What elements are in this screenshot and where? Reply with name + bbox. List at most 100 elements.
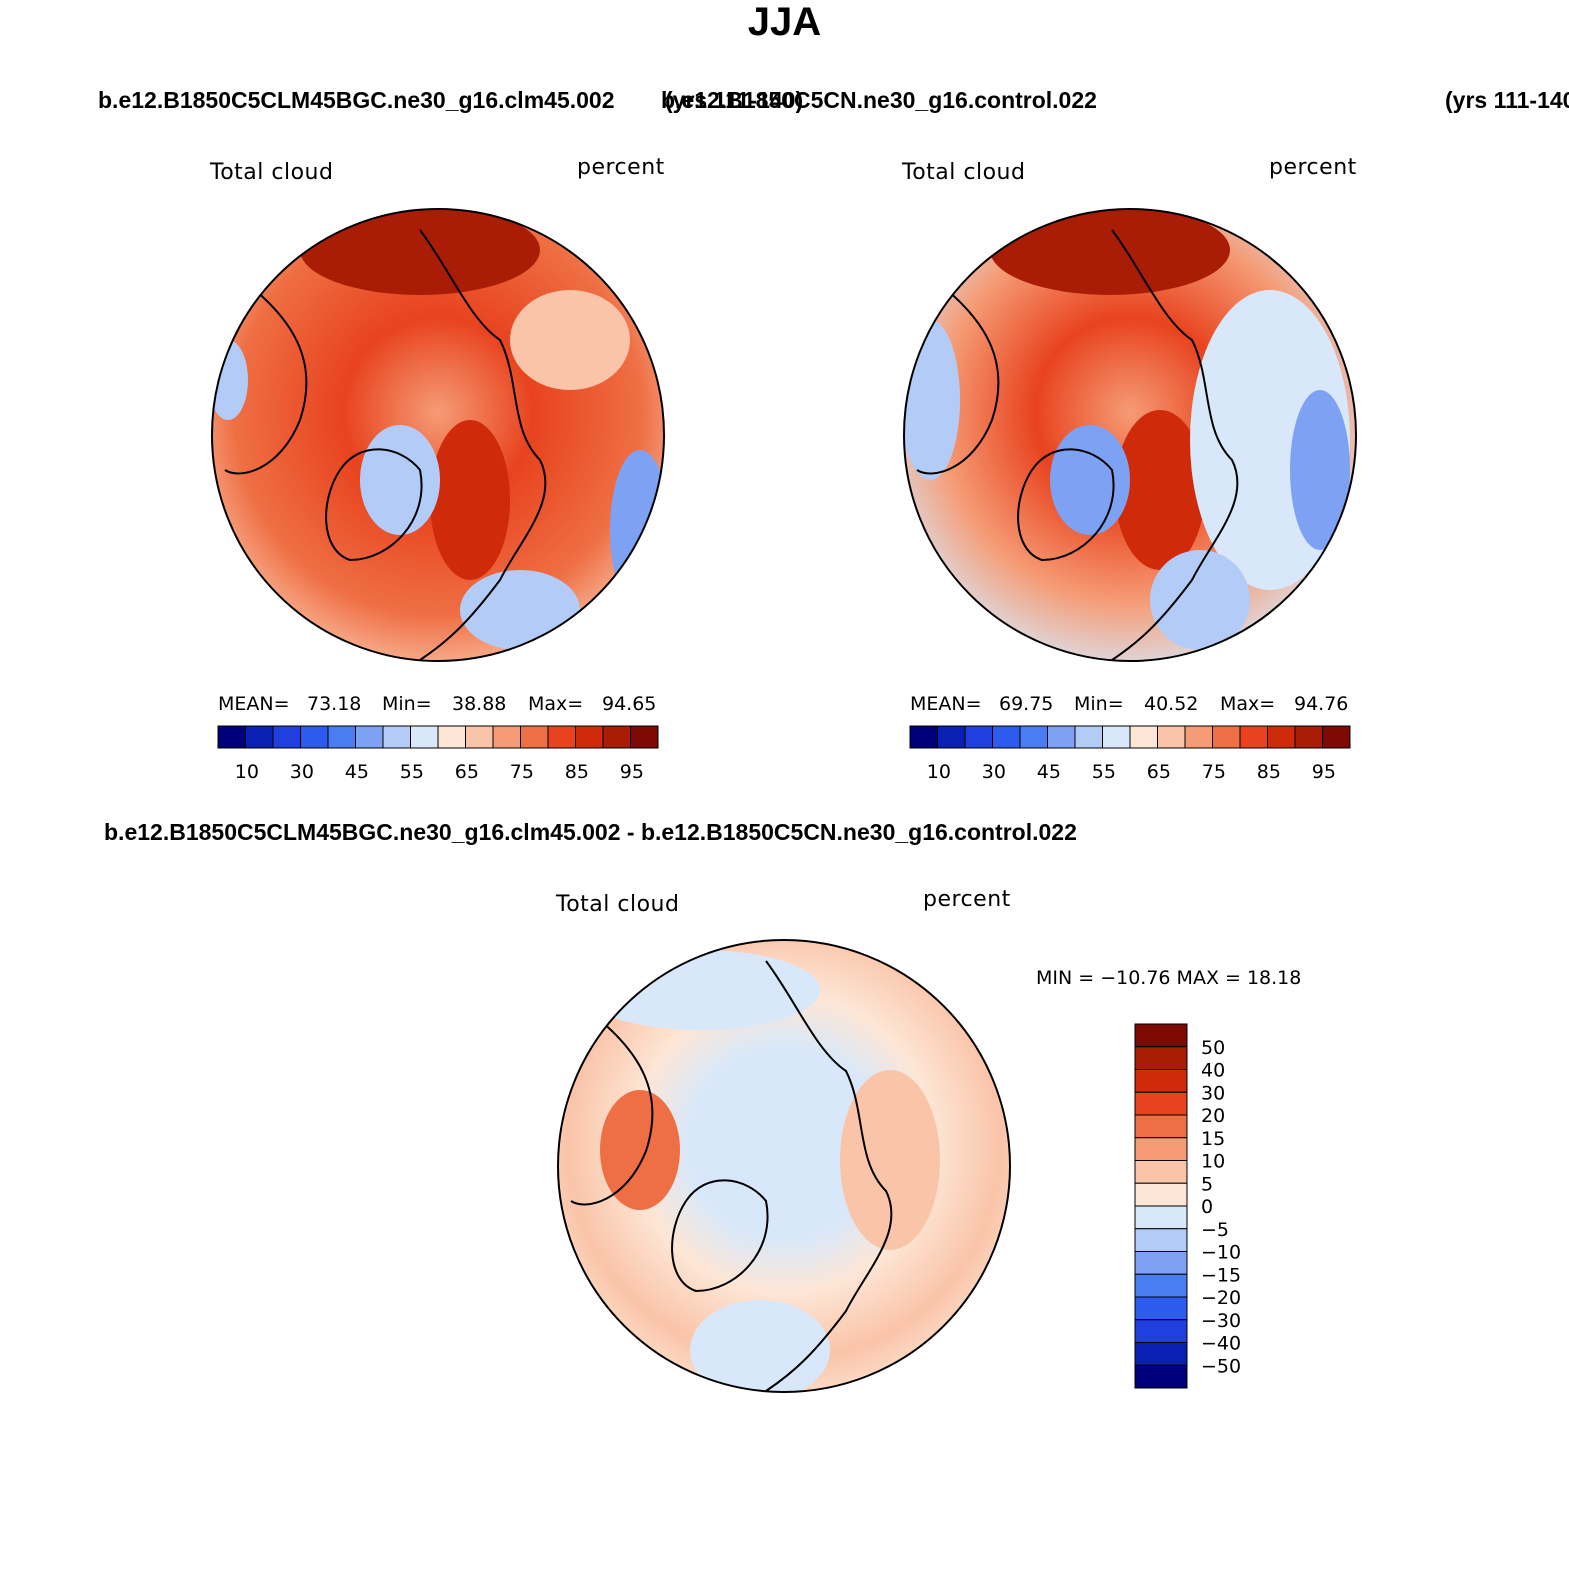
colorbar-tick-label: 20 (1201, 1105, 1225, 1127)
panel2-years: (yrs 111-140) (1445, 87, 1569, 113)
positive-difference-region (840, 1070, 940, 1250)
colorbar-tick-label: 95 (620, 761, 644, 783)
panel1-max-value: 94.65 (602, 693, 657, 715)
colorbar-panel-1: 10 30 45 55 65 75 85 95 (217, 725, 659, 783)
colorbar-swatch (382, 725, 411, 749)
colorbar-tick-label: 0 (1201, 1196, 1213, 1218)
map-panel-difference (557, 939, 1011, 1393)
panel2-min-label: Min= (1074, 693, 1124, 715)
colorbar-swatch (1134, 1091, 1188, 1116)
colorbar-tick-label: 85 (1257, 761, 1281, 783)
colorbar-swatch (327, 725, 356, 749)
colorbar-tick-label: −5 (1201, 1219, 1229, 1241)
map-panel-1 (211, 208, 665, 662)
low-cloud-region (1150, 550, 1250, 650)
greenland-coastline (325, 448, 423, 562)
high-cloud-region (300, 209, 540, 295)
colorbar-swatch (964, 725, 993, 749)
negative-difference-region (730, 1080, 850, 1240)
panel2-min-value: 40.52 (1144, 693, 1199, 715)
low-cloud-region (460, 570, 580, 650)
colorbar-swatch (1134, 1228, 1188, 1252)
eurasia-coastline (1111, 229, 1239, 661)
map-boundary (903, 208, 1357, 662)
colorbar-swatch (1134, 1069, 1188, 1093)
low-cloud-region (904, 320, 960, 480)
difference-title: b.e12.B1850C5CLM45BGC.ne30_g16.clm45.002… (104, 819, 1077, 845)
colorbar-swatch (547, 725, 576, 749)
colorbar-tick-label: −20 (1201, 1287, 1241, 1309)
colorbar-tick-label: 85 (565, 761, 589, 783)
colorbar-swatch (1134, 1273, 1188, 1298)
colorbar-swatch (465, 725, 494, 749)
colorbar-swatch (492, 725, 521, 749)
colorbar-swatch (1134, 1364, 1188, 1389)
panel2-units-label: percent (1269, 155, 1357, 180)
colorbar-tick-label: 10 (235, 761, 259, 783)
colorbar-tick-label: 50 (1201, 1037, 1225, 1059)
colorbar-swatch (1134, 1046, 1188, 1070)
panel1-case-name: b.e12.B1850C5CLM45BGC.ne30_g16.clm45.002 (98, 87, 615, 113)
page-title: JJA (747, 0, 822, 44)
panel1-min-label: Min= (382, 693, 432, 715)
colorbar-swatch (1134, 1251, 1188, 1275)
panel1-variable-label: Total cloud (210, 160, 334, 185)
colorbar-tick-label: −30 (1201, 1310, 1241, 1332)
map-boundary (211, 208, 665, 662)
colorbar-swatch (1239, 725, 1268, 749)
panel1-years: (yrs 111-140) (665, 87, 804, 113)
colorbar-tick-label: 65 (1147, 761, 1171, 783)
colorbar-swatch (575, 725, 604, 749)
colorbar-swatch (1129, 725, 1158, 749)
colorbar-swatch (355, 725, 384, 749)
colorbar-swatch (1212, 725, 1241, 749)
high-cloud-region (430, 420, 510, 580)
diff-variable-label: Total cloud (556, 892, 680, 917)
panel1-min-value: 38.88 (452, 693, 507, 715)
colorbar-swatch (1134, 1182, 1188, 1207)
colorbar-swatch (217, 725, 246, 749)
colorbar-swatch (1267, 725, 1296, 749)
colorbar-swatch (992, 725, 1021, 749)
colorbar-tick-label: 55 (400, 761, 424, 783)
low-cloud-region (1050, 425, 1130, 535)
colorbar-swatch (410, 725, 439, 749)
colorbar-swatch (1134, 1296, 1188, 1321)
colorbar-tick-label: 10 (1201, 1151, 1225, 1173)
colorbar-tick-label: 45 (1037, 761, 1061, 783)
positive-difference-region (600, 1090, 680, 1210)
colorbar-swatch (1134, 1160, 1188, 1184)
colorbar-swatch (1294, 725, 1323, 749)
colorbar-swatch (1074, 725, 1103, 749)
colorbar-swatch (272, 725, 301, 749)
colorbar-tick-label: 5 (1201, 1173, 1213, 1195)
colorbar-swatch (1134, 1023, 1188, 1048)
colorbar-tick-label: −40 (1201, 1333, 1241, 1355)
negative-difference-region (690, 1300, 830, 1392)
colorbar-tick-label: 75 (1202, 761, 1226, 783)
negative-difference-region (580, 950, 820, 1030)
colorbar-tick-label: −50 (1201, 1355, 1241, 1377)
diff-min-max: MIN = −10.76 MAX = 18.18 (1036, 967, 1302, 989)
greenland-coastline (671, 1179, 769, 1293)
colorbar-tick-label: 55 (1092, 761, 1116, 783)
map-boundary (557, 939, 1011, 1393)
colorbar-swatch (1134, 1137, 1188, 1161)
panel2-max-label: Max= (1220, 693, 1276, 715)
colorbar-tick-label: 45 (345, 761, 369, 783)
low-cloud-region (360, 425, 440, 535)
colorbar-swatch (1019, 725, 1048, 749)
colorbar-swatch (1047, 725, 1076, 749)
panel1-mean-value: 73.18 (307, 693, 362, 715)
eurasia-coastline (765, 960, 893, 1392)
colorbar-swatch (602, 725, 631, 749)
colorbar-swatch (1184, 725, 1213, 749)
colorbar-swatch (1134, 1319, 1188, 1343)
colorbar-tick-label: 30 (290, 761, 314, 783)
greenland-coastline (1017, 448, 1115, 562)
colorbar-swatch (909, 725, 938, 749)
high-cloud-region (1115, 410, 1205, 570)
panel1-mean-label: MEAN= (218, 693, 290, 715)
